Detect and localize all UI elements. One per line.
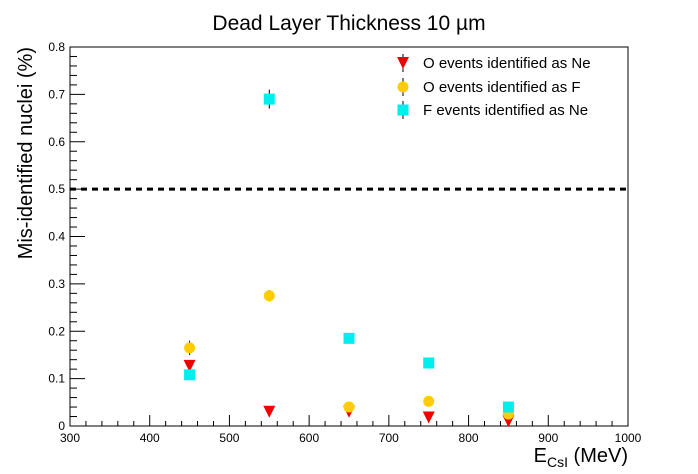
series-2 [184, 89, 514, 413]
y-tick-label: 0.5 [48, 182, 65, 196]
data-point [184, 342, 196, 354]
legend: O events identified as Ne O events identi… [397, 54, 591, 119]
x-tick-label: 800 [459, 431, 479, 445]
legend-label: O events identified as F [423, 79, 581, 96]
data-point [422, 411, 435, 424]
y-tick-label: 0.3 [48, 277, 65, 291]
y-tick-label: 0 [58, 419, 65, 433]
data-point [183, 359, 196, 372]
y-axis-title: Mis-identified nuclei (%) [15, 47, 37, 259]
x-axis-title-unit: (MeV) [568, 445, 628, 467]
legend-label: O events identified as Ne [423, 55, 591, 72]
legend-label: F events identified as Ne [423, 102, 588, 119]
x-tick-label: 900 [538, 431, 558, 445]
x-tick-label: 400 [140, 431, 160, 445]
legend-marker [397, 57, 409, 69]
y-tick-label: 0.6 [48, 135, 65, 149]
data-point [502, 401, 514, 413]
chart-title: Dead Layer Thickness 10 µm [212, 12, 485, 35]
data-point [263, 405, 276, 418]
x-tick-label: 1000 [615, 431, 642, 445]
data-marks [183, 89, 515, 428]
data-point [184, 369, 196, 381]
legend-marker [397, 104, 409, 116]
y-tick-label: 0.1 [48, 372, 65, 386]
data-point [343, 401, 355, 413]
x-axis-title-subscript: CsI [547, 454, 568, 470]
data-point [263, 93, 275, 105]
data-point [343, 332, 355, 344]
legend-marker [397, 81, 409, 93]
y-tick-label: 0.2 [48, 324, 65, 338]
axis-ticks: 300 400 500 600 700 800 900 1000 0 0.1 0.2 0.3 0.4 0.… [48, 40, 641, 445]
y-tick-label: 0.8 [48, 40, 65, 54]
x-axis-title-main: E [534, 445, 547, 467]
y-tick-label: 0.7 [48, 87, 65, 101]
x-tick-label: 300 [60, 431, 80, 445]
data-point [423, 395, 435, 407]
data-point [423, 357, 435, 369]
x-tick-label: 700 [379, 431, 399, 445]
x-tick-label: 500 [219, 431, 239, 445]
y-tick-label: 0.4 [48, 230, 65, 244]
x-tick-label: 600 [299, 431, 319, 445]
x-axis-title: ECsI (MeV) [534, 445, 628, 470]
data-point [263, 290, 275, 302]
